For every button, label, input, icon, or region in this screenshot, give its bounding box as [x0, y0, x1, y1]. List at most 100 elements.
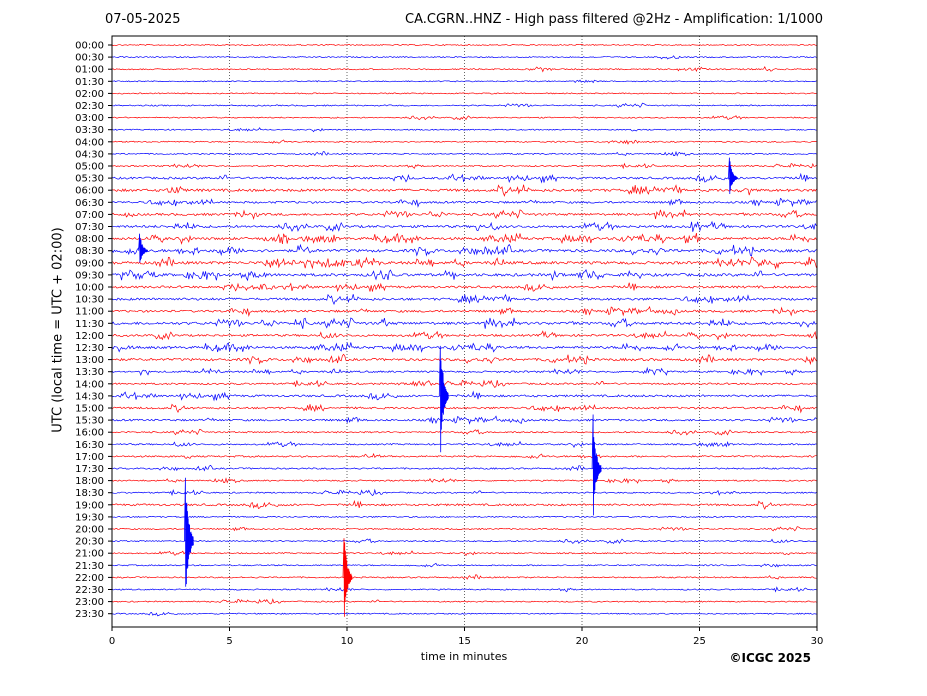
y-tick-label: 17:00	[75, 452, 104, 463]
y-tick-label: 07:30	[75, 222, 104, 233]
trace-02:30	[111, 102, 817, 108]
y-tick-label: 23:30	[75, 609, 104, 620]
trace-17:30	[111, 464, 817, 472]
trace-04:00	[111, 139, 817, 145]
trace-09:30	[111, 268, 817, 282]
y-tick-label: 18:00	[75, 476, 104, 487]
trace-05:00	[112, 162, 817, 170]
trace-10:30	[111, 293, 817, 306]
x-axis-label: time in minutes	[420, 650, 508, 663]
seismic-events	[138, 157, 738, 617]
y-tick-label: 02:00	[75, 89, 104, 100]
trace-23:30	[111, 611, 817, 617]
y-tick-label: 22:00	[75, 573, 104, 584]
trace-01:30	[111, 79, 817, 84]
y-tick-label: 14:30	[75, 391, 104, 402]
y-tick-label: 12:30	[75, 343, 104, 354]
trace-12:30	[111, 341, 817, 353]
trace-04:30	[111, 150, 817, 157]
trace-10:00	[111, 282, 817, 293]
y-tick-label: 07:00	[75, 210, 104, 221]
x-tick-label: 15	[458, 636, 471, 647]
trace-03:30	[111, 127, 817, 133]
event-0	[728, 157, 738, 195]
copyright-label: ©ICGC 2025	[729, 651, 811, 665]
trace-14:30	[111, 390, 817, 402]
y-tick-label: 21:00	[75, 549, 104, 560]
trace-18:30	[111, 488, 817, 497]
y-tick-label: 15:30	[75, 416, 104, 427]
y-tick-label: 21:30	[75, 561, 104, 572]
trace-18:00	[111, 477, 817, 484]
event-3	[591, 414, 602, 516]
y-tick-label: 15:00	[75, 404, 104, 415]
trace-19:00	[111, 499, 817, 510]
x-tick-label: 20	[576, 636, 589, 647]
x-tick-label: 30	[811, 636, 824, 647]
y-tick-label: 13:00	[75, 355, 104, 366]
trace-13:30	[111, 366, 817, 377]
trace-22:30	[111, 586, 817, 593]
trace-15:30	[111, 415, 817, 425]
y-tick-label: 05:30	[75, 174, 104, 185]
trace-00:30	[111, 55, 817, 60]
y-tick-label: 00:30	[75, 53, 104, 64]
y-tick-label: 12:00	[75, 331, 104, 342]
y-tick-label: 04:30	[75, 149, 104, 160]
event-4	[184, 477, 194, 587]
trace-16:00	[111, 428, 817, 436]
y-tick-label: 10:00	[75, 283, 104, 294]
seismic-traces	[111, 43, 817, 617]
y-tick-label: 14:00	[75, 379, 104, 390]
event-2	[438, 345, 449, 453]
trace-15:00	[111, 403, 817, 414]
trace-14:00	[111, 379, 817, 389]
y-tick-label: 04:00	[75, 137, 104, 148]
trace-19:30	[111, 515, 817, 518]
y-tick-label: 18:30	[75, 488, 104, 499]
event-5	[342, 538, 353, 617]
y-tick-label: 11:30	[75, 319, 104, 330]
trace-23:00	[111, 598, 817, 605]
y-tick-label: 11:00	[75, 307, 104, 318]
trace-17:00	[111, 452, 817, 460]
trace-20:30	[111, 538, 817, 544]
x-tick-label: 25	[693, 636, 706, 647]
y-tick-label: 05:00	[75, 162, 104, 173]
y-tick-label: 20:30	[75, 537, 104, 548]
y-tick-label: 01:30	[75, 77, 104, 88]
trace-00:00	[111, 43, 817, 47]
y-tick-label: 19:30	[75, 512, 104, 523]
trace-03:00	[111, 115, 817, 121]
y-tick-label: 10:30	[75, 295, 104, 306]
trace-09:00	[111, 256, 817, 270]
chart-title: CA.CGRN..HNZ - High pass filtered @2Hz -…	[405, 12, 823, 27]
trace-02:00	[111, 92, 817, 95]
y-tick-label: 01:00	[75, 65, 104, 76]
y-tick-label: 02:30	[75, 101, 104, 112]
y-tick-label: 06:00	[75, 186, 104, 197]
y-tick-label: 16:00	[75, 428, 104, 439]
y-tick-label: 23:00	[75, 597, 104, 608]
date-label: 07-05-2025	[105, 12, 181, 27]
y-tick-labels: 00:0000:3001:0001:3002:0002:3003:0003:30…	[75, 41, 112, 620]
trace-07:00	[111, 209, 817, 220]
y-tick-label: 22:30	[75, 585, 104, 596]
trace-21:00	[111, 550, 817, 557]
trace-08:00	[111, 232, 817, 245]
trace-05:30	[111, 172, 817, 184]
y-tick-label: 03:30	[75, 125, 104, 136]
y-tick-label: 17:30	[75, 464, 104, 475]
y-tick-label: 16:30	[75, 440, 104, 451]
y-axis-label: UTC (local time = UTC + 02:00)	[50, 227, 66, 433]
trace-20:00	[111, 526, 817, 532]
plot-frame	[111, 35, 818, 628]
trace-07:30	[111, 220, 817, 232]
y-tick-label: 08:00	[75, 234, 104, 245]
x-tick-label: 0	[109, 636, 115, 647]
trace-21:30	[111, 562, 817, 568]
trace-01:00	[111, 65, 817, 73]
trace-06:00	[111, 184, 817, 197]
trace-08:30	[111, 243, 817, 257]
